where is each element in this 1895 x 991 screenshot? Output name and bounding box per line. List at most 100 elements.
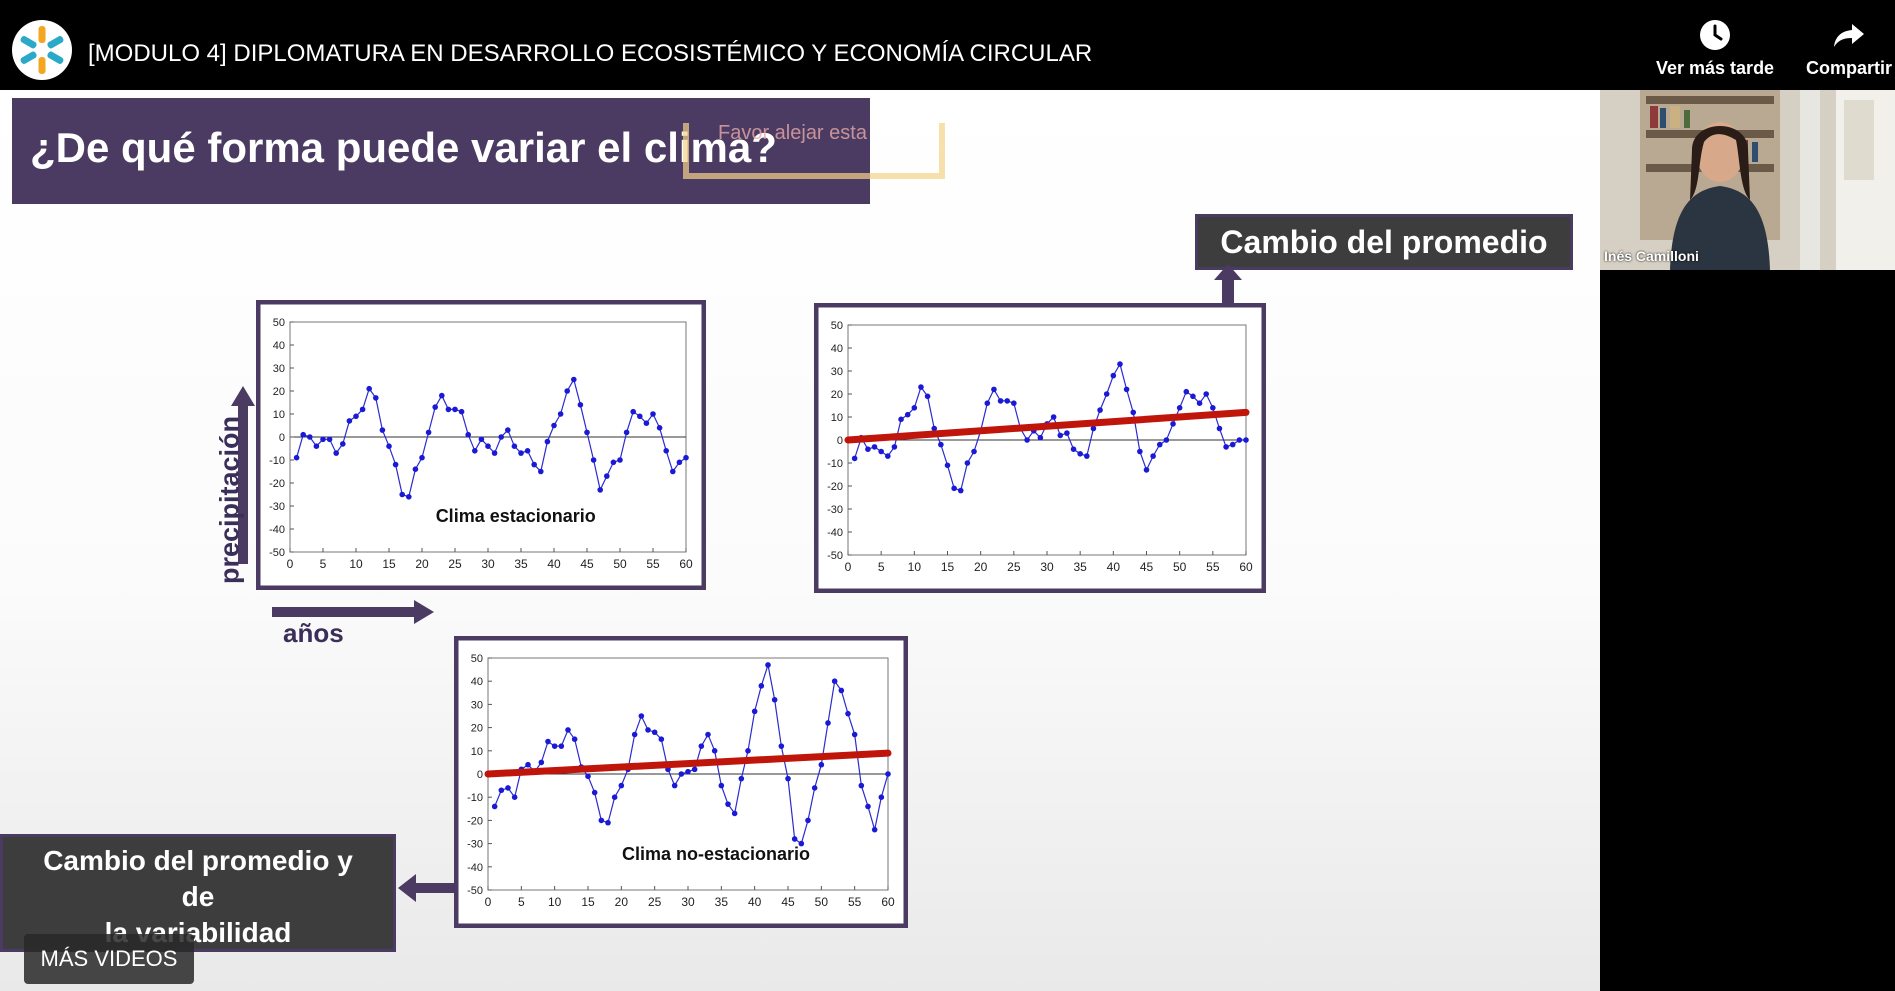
- share-label: Compartir: [1806, 58, 1893, 78]
- x-tick-label: 40: [748, 895, 762, 909]
- share-arrow-icon: [1834, 24, 1864, 47]
- channel-logo[interactable]: [12, 20, 72, 80]
- y-tick-label: 30: [831, 366, 843, 378]
- data-point: [412, 466, 419, 472]
- data-point: [951, 485, 957, 492]
- data-point: [1216, 425, 1223, 432]
- y-tick-label: 20: [471, 723, 483, 735]
- x-tick-label: 25: [648, 895, 662, 909]
- data-point: [392, 461, 399, 468]
- arrow-left-icon: [398, 874, 458, 902]
- data-point: [511, 443, 518, 449]
- x-tick-label: 35: [715, 895, 729, 909]
- trend-line: [484, 749, 892, 778]
- data-point: [831, 678, 838, 684]
- data-point: [1070, 446, 1077, 452]
- data-point: [885, 771, 891, 777]
- data-point: [511, 794, 518, 800]
- participant-video[interactable]: Inés Camilloni: [1600, 90, 1895, 270]
- mean-change-box: Cambio del promedio: [1195, 214, 1573, 270]
- data-point: [904, 411, 911, 418]
- x-tick-label: 20: [974, 560, 988, 574]
- y-tick-label: 0: [837, 435, 843, 447]
- data-point: [671, 782, 678, 789]
- x-tick-label: 30: [681, 895, 695, 909]
- data-point: [623, 429, 630, 436]
- asterisk-logo-icon: [20, 26, 64, 74]
- x-tick-label: 5: [878, 560, 885, 574]
- data-point: [765, 662, 771, 668]
- data-point: [891, 444, 898, 450]
- data-point: [545, 738, 551, 745]
- data-point: [307, 434, 313, 440]
- data-point: [1229, 441, 1236, 448]
- x-tick-label: 50: [613, 557, 627, 571]
- x-tick-label: 30: [1040, 560, 1054, 574]
- data-point: [638, 713, 645, 719]
- data-point: [1223, 444, 1229, 450]
- data-point: [791, 836, 798, 842]
- data-point: [326, 436, 333, 443]
- data-point: [931, 425, 938, 432]
- y-tick-label: -10: [269, 455, 285, 467]
- x-tick-label: 35: [1073, 560, 1087, 574]
- data-point: [538, 468, 544, 475]
- y-tick-label: 30: [471, 699, 483, 711]
- data-point: [293, 454, 300, 461]
- trend-line: [844, 408, 1250, 444]
- data-point: [1117, 361, 1123, 367]
- data-point: [878, 794, 885, 800]
- data-point: [531, 461, 537, 468]
- data-point: [1190, 393, 1196, 400]
- watch-later-label: Ver más tarde: [1656, 58, 1775, 78]
- data-point: [818, 761, 825, 768]
- x-tick-label: 0: [485, 895, 492, 909]
- data-point: [478, 436, 485, 443]
- data-point: [663, 448, 669, 454]
- watch-later-button[interactable]: Ver más tarde: [1656, 18, 1774, 79]
- data-point: [670, 468, 676, 475]
- presentation-slide: ¿De qué forma puede variar el clima? Fav…: [0, 90, 1600, 991]
- data-point: [359, 406, 366, 413]
- x-tick-label: 55: [848, 895, 862, 909]
- data-point: [1077, 451, 1083, 457]
- y-tick-label: 0: [279, 432, 285, 444]
- data-point: [386, 443, 392, 449]
- data-point: [524, 448, 531, 454]
- data-point: [643, 420, 650, 426]
- data-point: [452, 406, 458, 413]
- y-axis-arrow-icon: [231, 386, 255, 564]
- data-point: [313, 443, 320, 449]
- y-tick-label: -20: [467, 815, 483, 827]
- data-point: [1103, 391, 1110, 397]
- data-point: [1156, 441, 1163, 448]
- data-point: [637, 413, 643, 420]
- data-point: [584, 429, 590, 436]
- data-point: [984, 400, 991, 406]
- x-tick-label: 15: [581, 895, 595, 909]
- data-point: [1130, 409, 1137, 416]
- data-point: [1163, 437, 1170, 443]
- y-tick-label: -10: [467, 792, 483, 804]
- data-point: [805, 817, 811, 824]
- y-tick-label: 40: [831, 343, 843, 355]
- y-tick-label: -50: [269, 547, 285, 559]
- data-point: [683, 454, 689, 461]
- x-axis-label: años: [283, 618, 344, 648]
- data-point: [577, 402, 584, 408]
- data-point: [731, 810, 738, 817]
- data-point: [617, 457, 623, 463]
- data-point: [1176, 405, 1183, 411]
- data-point: [698, 743, 705, 749]
- more-videos-button[interactable]: MÁS VIDEOS: [24, 934, 194, 984]
- video-title[interactable]: [MODULO 4] DIPLOMATURA EN DESARROLLO ECO…: [88, 40, 1093, 67]
- y-tick-label: 40: [471, 676, 483, 688]
- participant-video-frame: [1600, 90, 1895, 270]
- x-tick-label: 20: [415, 557, 429, 571]
- data-point: [485, 443, 491, 449]
- share-button[interactable]: Compartir: [1806, 18, 1892, 79]
- data-point: [544, 438, 551, 445]
